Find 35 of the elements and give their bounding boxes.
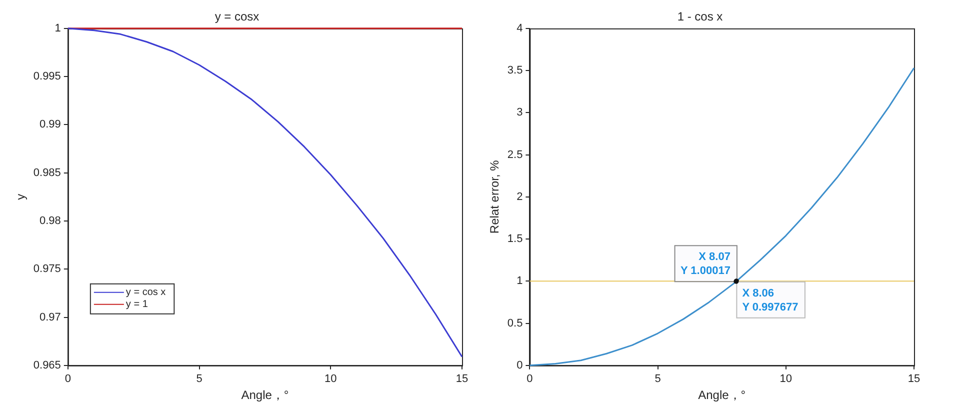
x-tick-label: 10 (324, 373, 337, 386)
legend-label: y = cos x (126, 287, 166, 298)
y-tick-label: 3.5 (507, 64, 523, 77)
x-tick-label: 15 (908, 373, 920, 386)
y-tick-label: 1.5 (507, 233, 523, 246)
y-tick-label: 0.97 (40, 311, 61, 324)
y-tick-label: 4 (516, 22, 523, 34)
x-axis-title: Angle，° (698, 388, 746, 402)
y-tick-label: 2 (516, 190, 523, 203)
y-tick-label: 1 (516, 275, 523, 288)
y-tick-label: 0.985 (33, 166, 61, 179)
y-tick-label: 0.995 (33, 70, 61, 83)
y-tick-label: 0.975 (33, 263, 61, 276)
y-tick-label: 3 (516, 106, 523, 119)
annotation: X 8.07 Y 1.00017 (680, 251, 730, 278)
annotation: X 8.06 Y 0.997677 (742, 287, 798, 314)
y-axis-title: y (14, 194, 28, 200)
x-tick-label: 10 (780, 373, 792, 386)
y-tick-label: 0.5 (507, 317, 523, 330)
x-tick-label: 5 (196, 373, 202, 386)
y-tick-label: 0.99 (40, 118, 61, 131)
y-tick-label: 0.965 (33, 359, 61, 372)
x-tick-label: 0 (526, 373, 533, 386)
y-tick-label: 2.5 (507, 148, 523, 161)
y-tick-label: 0 (516, 359, 523, 372)
x-axis-title: Angle，° (241, 388, 289, 402)
chart-title: y = cosx (214, 10, 260, 24)
y-tick-label: 0.98 (40, 215, 61, 228)
y-tick-label: 1 (54, 22, 61, 34)
chart-title: 1 - cos x (677, 10, 723, 24)
x-tick-label: 15 (456, 373, 468, 386)
x-tick-label: 0 (64, 373, 71, 386)
x-tick-label: 5 (654, 373, 661, 386)
legend-label: y = 1 (126, 299, 148, 310)
y-axis-title: Relat error, % (488, 160, 502, 234)
